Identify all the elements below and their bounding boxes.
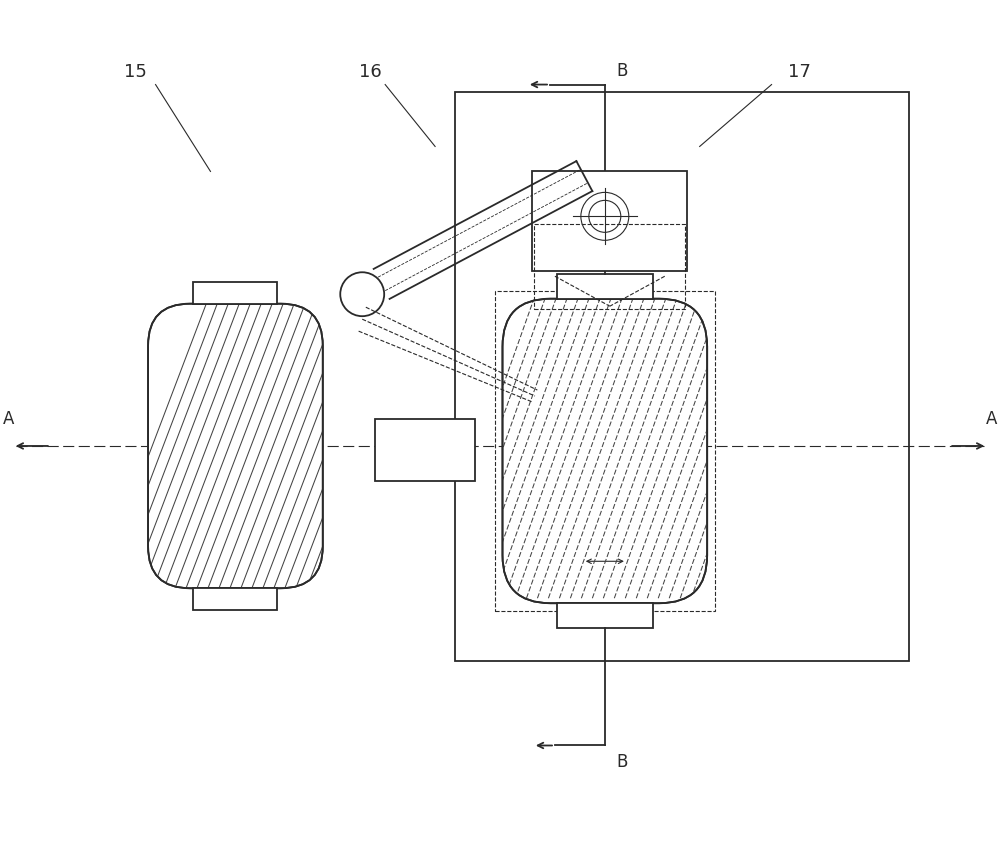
Text: 16: 16 <box>359 62 382 80</box>
FancyBboxPatch shape <box>148 304 323 588</box>
Text: 15: 15 <box>124 62 147 80</box>
Text: A: A <box>986 410 997 428</box>
Bar <box>532 171 687 271</box>
FancyBboxPatch shape <box>502 299 707 603</box>
Bar <box>557 274 653 299</box>
Text: A: A <box>3 410 14 428</box>
Bar <box>557 603 653 628</box>
Bar <box>455 92 909 661</box>
Bar <box>193 282 277 304</box>
Bar <box>534 224 685 309</box>
Text: B: B <box>617 753 628 771</box>
Text: 17: 17 <box>788 62 811 80</box>
Bar <box>375 419 475 481</box>
Bar <box>193 588 277 610</box>
Text: B: B <box>617 62 628 80</box>
Bar <box>495 291 715 611</box>
